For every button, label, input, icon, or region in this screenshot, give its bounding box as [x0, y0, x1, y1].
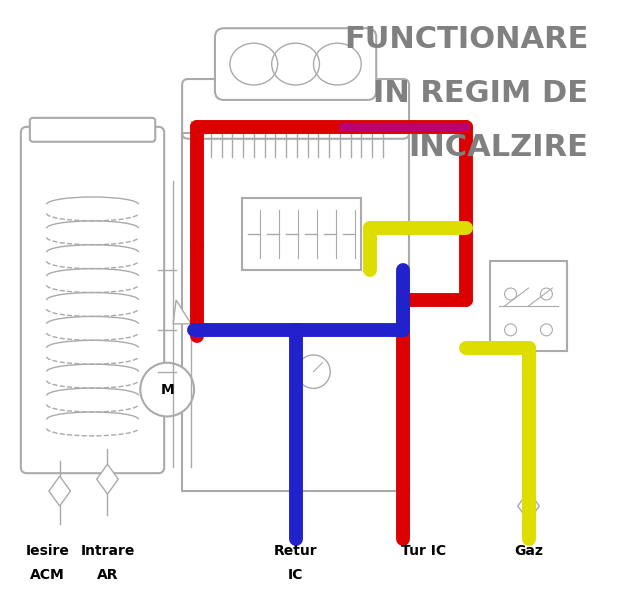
Circle shape — [505, 324, 517, 336]
Polygon shape — [518, 491, 539, 521]
Bar — [182, 133, 409, 491]
FancyBboxPatch shape — [30, 118, 155, 142]
Text: M: M — [161, 383, 174, 397]
FancyBboxPatch shape — [21, 127, 164, 473]
Circle shape — [140, 363, 194, 416]
FancyBboxPatch shape — [215, 28, 376, 100]
Text: ACM: ACM — [30, 568, 65, 582]
Bar — [242, 199, 361, 270]
FancyBboxPatch shape — [490, 261, 567, 351]
Circle shape — [540, 288, 552, 300]
Circle shape — [297, 355, 330, 388]
Polygon shape — [97, 464, 119, 494]
Text: FUNCTIONARE: FUNCTIONARE — [344, 25, 588, 54]
Text: Retur: Retur — [274, 544, 317, 558]
Text: Tur IC: Tur IC — [401, 544, 446, 558]
Text: Gaz: Gaz — [514, 544, 543, 558]
Text: IC: IC — [288, 568, 303, 582]
Polygon shape — [173, 300, 191, 324]
FancyBboxPatch shape — [182, 79, 409, 139]
Polygon shape — [49, 476, 70, 506]
Circle shape — [540, 324, 552, 336]
Text: AR: AR — [97, 568, 119, 582]
Text: INCALZIRE: INCALZIRE — [408, 133, 588, 162]
Text: IN REGIM DE: IN REGIM DE — [373, 79, 588, 108]
Circle shape — [505, 288, 517, 300]
Text: Iesire: Iesire — [26, 544, 70, 558]
Text: Intrare: Intrare — [80, 544, 135, 558]
